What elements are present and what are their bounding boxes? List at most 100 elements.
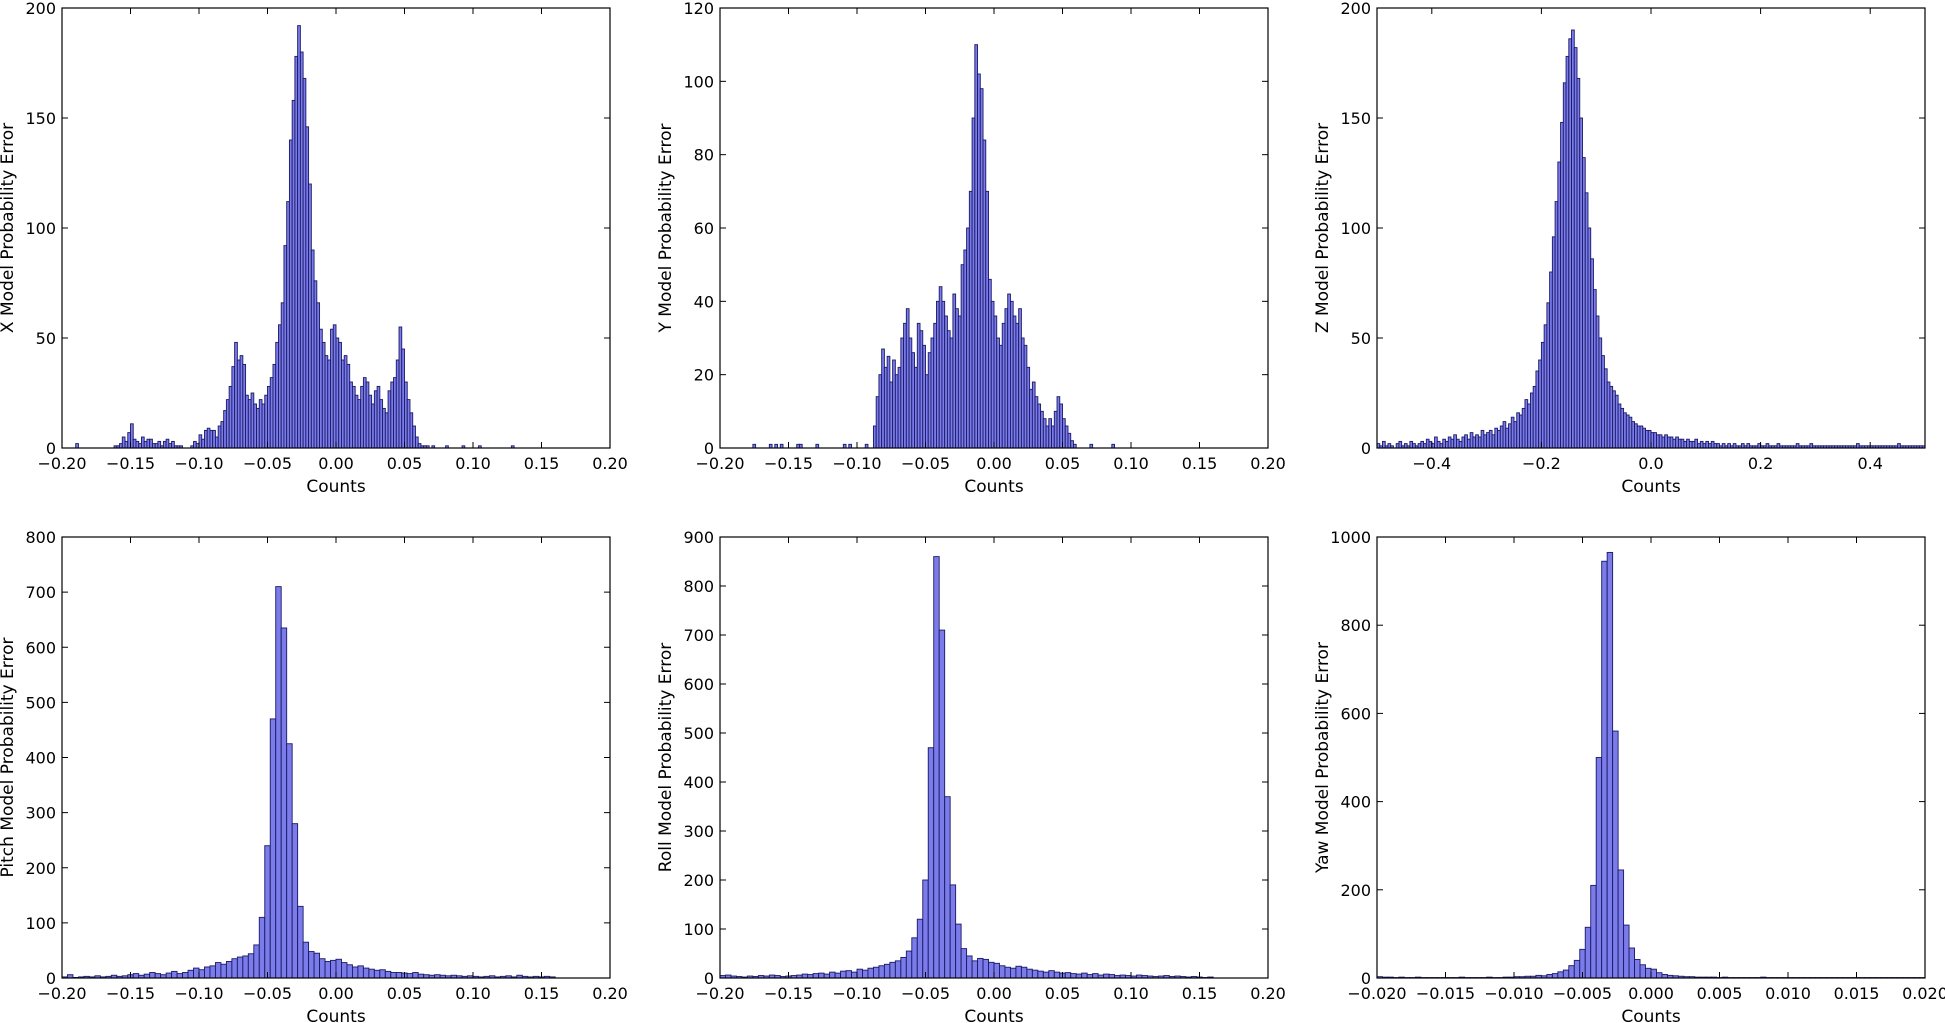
bar bbox=[818, 972, 825, 978]
x-axis-label: Counts bbox=[964, 1007, 1023, 1023]
bar bbox=[1634, 959, 1641, 978]
bars-y bbox=[752, 44, 1116, 448]
y-tick-label: 50 bbox=[1351, 329, 1371, 348]
bar bbox=[373, 969, 381, 978]
bar bbox=[1623, 924, 1630, 978]
y-tick-label: 100 bbox=[683, 920, 714, 939]
y-tick-label: 20 bbox=[694, 366, 714, 385]
x-tick-label: −0.10 bbox=[174, 984, 223, 1003]
bar bbox=[944, 796, 951, 978]
x-tick-label: 0.0 bbox=[1638, 454, 1663, 473]
x-tick-label: 0.15 bbox=[524, 454, 560, 473]
bar bbox=[1015, 965, 1022, 978]
y-tick-label: 800 bbox=[683, 577, 714, 596]
bar bbox=[1612, 730, 1619, 978]
bar bbox=[395, 972, 403, 978]
y-tick-label: 500 bbox=[25, 693, 56, 712]
bar bbox=[242, 955, 249, 978]
y-tick-label: 100 bbox=[25, 914, 56, 933]
y-tick-label: 400 bbox=[683, 773, 714, 792]
bar bbox=[955, 923, 962, 978]
bar bbox=[225, 961, 233, 978]
y-tick-label: 150 bbox=[25, 109, 56, 128]
y-tick-label: 100 bbox=[683, 72, 714, 91]
bar bbox=[132, 973, 140, 978]
bar bbox=[971, 960, 979, 978]
x-tick-label: 0.020 bbox=[1902, 984, 1945, 1003]
bar bbox=[154, 973, 162, 978]
x-tick-label: 0.15 bbox=[1182, 454, 1218, 473]
x-tick-label: 0.20 bbox=[1250, 454, 1286, 473]
y-tick-label: 200 bbox=[683, 871, 714, 890]
x-tick-label: −0.005 bbox=[1553, 984, 1612, 1003]
bar bbox=[220, 963, 227, 978]
bar bbox=[872, 966, 880, 978]
bar bbox=[236, 956, 244, 978]
bar bbox=[264, 845, 271, 978]
bar bbox=[1026, 968, 1033, 978]
bar bbox=[1650, 968, 1657, 978]
y-tick-label: 800 bbox=[25, 528, 56, 547]
bar bbox=[1617, 869, 1625, 978]
y-tick-label: 120 bbox=[683, 0, 714, 18]
bar bbox=[927, 747, 935, 978]
bar bbox=[1551, 973, 1559, 978]
y-tick-label: 0 bbox=[1361, 439, 1371, 458]
bar bbox=[384, 970, 392, 978]
y-tick-label: 50 bbox=[36, 329, 56, 348]
bar bbox=[1031, 969, 1039, 978]
x-tick-label: −0.20 bbox=[695, 454, 744, 473]
chart-pitch: −0.20 −0.15 −0.10 −0.05 0.00 0.05 0.10 0.15 0.20… bbox=[0, 528, 628, 1023]
bar bbox=[406, 973, 414, 978]
y-tick-label: 300 bbox=[683, 822, 714, 841]
bar bbox=[1048, 970, 1055, 978]
y-tick-label: 200 bbox=[1340, 881, 1371, 900]
bar bbox=[214, 962, 222, 978]
bar bbox=[867, 967, 874, 978]
x-axis-label: Counts bbox=[1621, 477, 1680, 497]
bar bbox=[258, 916, 266, 978]
bars-roll bbox=[720, 556, 1214, 978]
y-tick-label: 200 bbox=[25, 859, 56, 878]
bar bbox=[916, 918, 924, 978]
bar bbox=[1020, 966, 1028, 978]
bar bbox=[1092, 973, 1099, 978]
x-axis-label: Counts bbox=[306, 477, 365, 497]
y-tick-label: 100 bbox=[25, 219, 56, 238]
y-axis-label: Roll Model Probability Error bbox=[656, 643, 676, 872]
bar bbox=[922, 879, 929, 978]
bar bbox=[1590, 884, 1597, 978]
x-tick-label: 0.10 bbox=[455, 454, 491, 473]
bar bbox=[960, 948, 968, 978]
plot-frame bbox=[61, 536, 611, 979]
bar bbox=[851, 971, 858, 978]
x-tick-label: 0.15 bbox=[524, 984, 560, 1003]
bar bbox=[812, 973, 820, 978]
bar bbox=[209, 965, 216, 978]
bar bbox=[1601, 560, 1608, 978]
y-tick-label: 600 bbox=[1340, 704, 1371, 723]
bar bbox=[1606, 551, 1614, 978]
bar bbox=[982, 958, 989, 978]
bar bbox=[966, 955, 973, 978]
bar bbox=[1568, 965, 1575, 978]
x-tick-label: 0.10 bbox=[1113, 984, 1149, 1003]
bar bbox=[302, 941, 310, 978]
chart-y: −0.20 −0.15 −0.10 −0.05 0.00 0.05 0.10 0.15 0.20… bbox=[656, 0, 1286, 497]
x-tick-label: 0.00 bbox=[318, 984, 354, 1003]
bars-yaw bbox=[1377, 551, 1925, 978]
x-tick-label: −0.10 bbox=[174, 454, 223, 473]
chart-yaw: −0.020 −0.015 −0.010 −0.005 0.000 0.005 0.010 0… bbox=[1313, 528, 1945, 1023]
y-tick-label: 60 bbox=[694, 219, 714, 238]
bar bbox=[324, 961, 331, 978]
bar bbox=[900, 956, 907, 978]
y-tick-label: 0 bbox=[1361, 969, 1371, 988]
bar bbox=[269, 718, 277, 978]
x-axis-label: Counts bbox=[1621, 1007, 1680, 1023]
x-tick-label: 0.15 bbox=[1182, 984, 1218, 1003]
x-tick-label: −0.15 bbox=[764, 454, 813, 473]
bar bbox=[390, 972, 397, 978]
bar bbox=[1557, 971, 1564, 978]
x-tick-label: 0.10 bbox=[455, 984, 491, 1003]
bar bbox=[1042, 971, 1050, 978]
